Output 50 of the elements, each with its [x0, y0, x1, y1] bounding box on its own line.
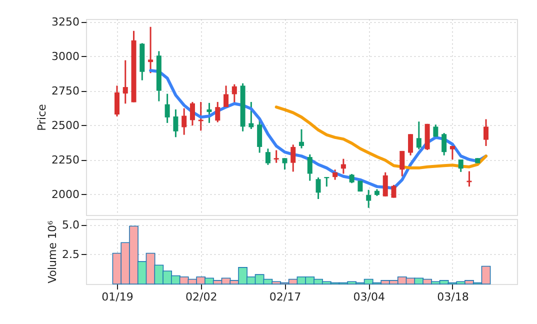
candlestick — [173, 108, 178, 138]
candlestick — [265, 148, 270, 166]
candlestick — [416, 120, 422, 150]
candlestick — [408, 133, 414, 156]
y-tick-label: 2000 — [52, 188, 80, 201]
y-tick-label: 2.5 — [62, 248, 80, 261]
x-tick-label: 02/17 — [269, 290, 302, 304]
candlestick — [366, 189, 372, 209]
y-tick-label: 3000 — [52, 50, 80, 63]
candlestick — [382, 172, 388, 198]
candlestick — [282, 157, 288, 170]
candlestick — [349, 173, 354, 184]
candlestick — [248, 101, 254, 130]
y-tick-label: 2250 — [52, 153, 80, 166]
candlestick — [232, 84, 237, 104]
candlestick — [274, 150, 279, 164]
candlestick — [257, 118, 262, 154]
candlestick — [484, 118, 488, 147]
y-axis-title: Volume 10⁶ — [46, 220, 60, 284]
y-tick-label: 5.0 — [62, 218, 80, 232]
candlestick — [290, 144, 296, 172]
y-tick-label: 2750 — [52, 84, 80, 98]
x-tick-label: 03/18 — [437, 290, 469, 304]
candlestick — [450, 144, 455, 160]
candlestick — [442, 132, 447, 156]
x-tick-label: 01/19 — [102, 290, 134, 304]
candlestick — [164, 93, 170, 124]
y-tick-label: 2500 — [52, 118, 80, 132]
candlestick — [307, 154, 312, 182]
candlestick — [182, 108, 187, 136]
y-tick-label: 3250 — [52, 15, 80, 28]
candlestick — [458, 158, 464, 173]
candlestick — [391, 184, 396, 198]
candlestick — [122, 60, 128, 104]
candlestick — [316, 176, 321, 200]
candlestick — [400, 150, 405, 178]
candlestick — [332, 168, 338, 181]
candlestick — [299, 128, 304, 150]
candlestick — [114, 84, 120, 118]
candlestick — [224, 84, 229, 108]
candlestick — [215, 101, 220, 123]
x-tick-label: 03/04 — [353, 290, 385, 304]
candlestick — [206, 102, 212, 124]
candlestick — [340, 158, 346, 174]
candlestick — [148, 26, 154, 74]
x-tick-label: 02/02 — [186, 290, 218, 304]
candlestick — [190, 101, 195, 126]
y-axis-title: Price — [36, 104, 49, 131]
candlestick — [324, 176, 330, 188]
line-series — [274, 106, 488, 170]
